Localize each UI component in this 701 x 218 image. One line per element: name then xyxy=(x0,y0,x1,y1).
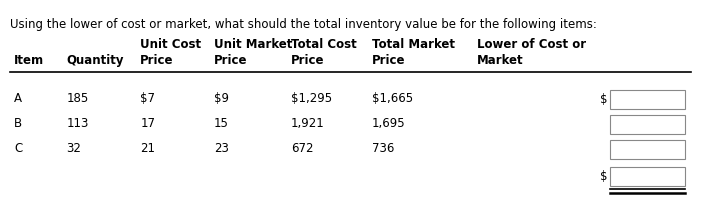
Text: Price: Price xyxy=(372,54,405,67)
Bar xyxy=(610,167,685,186)
Text: 15: 15 xyxy=(214,117,229,130)
Text: $9: $9 xyxy=(214,92,229,105)
Text: Price: Price xyxy=(291,54,325,67)
Text: $: $ xyxy=(600,93,608,106)
Text: Item: Item xyxy=(14,54,44,67)
Text: Unit Market: Unit Market xyxy=(214,38,292,51)
Text: B: B xyxy=(14,117,22,130)
Text: 185: 185 xyxy=(67,92,89,105)
Bar xyxy=(610,115,685,134)
Text: $1,665: $1,665 xyxy=(372,92,413,105)
Text: $1,295: $1,295 xyxy=(291,92,332,105)
Text: Market: Market xyxy=(477,54,524,67)
Text: A: A xyxy=(14,92,22,105)
Text: $7: $7 xyxy=(140,92,155,105)
Text: Using the lower of cost or market, what should the total inventory value be for : Using the lower of cost or market, what … xyxy=(10,18,597,31)
Text: 672: 672 xyxy=(291,142,313,155)
Bar xyxy=(610,140,685,159)
Text: Lower of Cost or: Lower of Cost or xyxy=(477,38,586,51)
Text: 23: 23 xyxy=(214,142,229,155)
Text: C: C xyxy=(14,142,22,155)
Text: 736: 736 xyxy=(372,142,394,155)
Text: 1,921: 1,921 xyxy=(291,117,325,130)
Text: Total Market: Total Market xyxy=(372,38,454,51)
Text: 17: 17 xyxy=(140,117,155,130)
Text: 21: 21 xyxy=(140,142,155,155)
Text: Unit Cost: Unit Cost xyxy=(140,38,201,51)
Text: 113: 113 xyxy=(67,117,89,130)
Text: Price: Price xyxy=(140,54,174,67)
Text: Total Cost: Total Cost xyxy=(291,38,357,51)
Text: Price: Price xyxy=(214,54,247,67)
Text: 1,695: 1,695 xyxy=(372,117,405,130)
Text: $: $ xyxy=(600,170,608,183)
Text: 32: 32 xyxy=(67,142,81,155)
Text: Quantity: Quantity xyxy=(67,54,124,67)
Bar xyxy=(610,90,685,109)
